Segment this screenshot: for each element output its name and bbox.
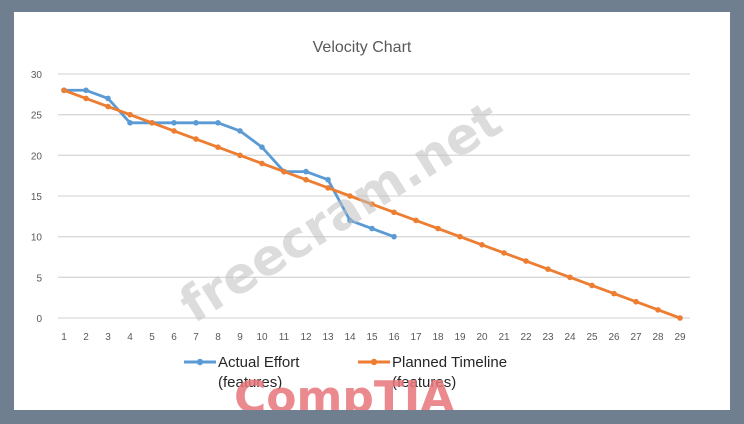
x-tick-label-8: 8: [215, 332, 221, 343]
data-point-planned-5: [149, 120, 155, 126]
data-point-actual-4: [127, 120, 133, 126]
data-point-planned-23: [545, 266, 551, 272]
legend-item-planned: Planned Timeline (features): [358, 354, 507, 391]
data-point-actual-3: [105, 95, 111, 102]
data-point-planned-21: [501, 250, 507, 256]
watermark-brand: CompTIA: [234, 372, 454, 410]
legend-marker-planned: [370, 358, 378, 366]
x-tick-label-14: 14: [344, 332, 356, 343]
data-point-actual-15: [369, 225, 375, 232]
x-tick-label-15: 15: [366, 332, 378, 343]
data-point-actual-9: [237, 128, 243, 134]
x-tick-label-28: 28: [652, 332, 664, 343]
legend-label-planned: Planned Timeline: [392, 354, 507, 371]
y-tick-label-30: 30: [31, 70, 43, 81]
data-point-planned-18: [435, 225, 441, 232]
chart-title: Velocity Chart: [313, 39, 412, 56]
data-point-actual-7: [193, 120, 199, 126]
y-tick-label-20: 20: [31, 151, 43, 162]
x-tick-label-5: 5: [149, 332, 155, 343]
x-tick-label-27: 27: [630, 332, 642, 343]
data-point-planned-1: [61, 87, 67, 94]
x-tick-label-20: 20: [476, 332, 488, 343]
data-point-planned-16: [391, 209, 397, 216]
x-tick-label-13: 13: [322, 332, 334, 343]
data-point-planned-24: [567, 274, 573, 281]
y-tick-label-5: 5: [36, 273, 42, 284]
data-point-actual-8: [215, 120, 221, 126]
x-tick-label-2: 2: [83, 332, 89, 343]
watermark-site: freecram.net: [170, 91, 512, 335]
data-point-planned-9: [237, 152, 243, 159]
x-tick-label-10: 10: [256, 332, 268, 343]
y-tick-label-15: 15: [31, 192, 43, 203]
data-point-planned-17: [413, 217, 419, 224]
data-point-planned-4: [127, 111, 133, 118]
y-axis-ticks: 0 5 10 15 20 25 30: [31, 70, 43, 325]
chart-frame: Velocity Chart 0 5 10 15 20 25 30 1 2 3 4 5 6 7 8 9 10 1…: [14, 12, 730, 410]
legend: Actual Effort (features) Planned Timelin…: [184, 354, 507, 391]
x-tick-label-17: 17: [410, 332, 422, 343]
data-point-actual-13: [325, 176, 331, 183]
data-point-planned-12: [303, 176, 309, 183]
data-point-planned-10: [259, 160, 265, 167]
x-tick-label-19: 19: [454, 332, 466, 343]
legend-item-actual: Actual Effort (features): [184, 354, 300, 391]
x-tick-label-21: 21: [498, 332, 510, 343]
data-point-planned-27: [633, 298, 639, 305]
x-axis-ticks: 1 2 3 4 5 6 7 8 9 10 11 12 13 14 15 16 17 18 19 20 21 22 23 24 2…: [61, 332, 686, 343]
data-point-actual-12: [303, 168, 309, 175]
gridlines: [58, 73, 690, 319]
y-tick-label-25: 25: [31, 111, 43, 122]
data-point-planned-11: [281, 168, 287, 175]
y-tick-label-0: 0: [36, 314, 42, 325]
data-point-planned-22: [523, 258, 529, 264]
x-tick-label-23: 23: [542, 332, 554, 343]
data-point-planned-2: [83, 95, 89, 102]
data-point-actual-16: [391, 233, 397, 240]
data-point-actual-10: [259, 144, 265, 150]
legend-label-actual-unit: (features): [218, 374, 282, 391]
legend-label-actual: Actual Effort: [218, 354, 300, 371]
data-point-planned-25: [589, 282, 595, 289]
data-point-planned-19: [457, 233, 463, 240]
x-tick-label-29: 29: [674, 332, 686, 343]
data-point-planned-8: [215, 144, 221, 150]
x-tick-label-7: 7: [193, 332, 199, 343]
data-point-planned-28: [655, 307, 661, 313]
x-tick-label-9: 9: [237, 332, 243, 343]
data-point-planned-13: [325, 185, 331, 191]
data-point-actual-2: [83, 87, 89, 94]
x-tick-label-16: 16: [388, 332, 400, 343]
data-point-planned-20: [479, 242, 485, 248]
x-tick-label-22: 22: [520, 332, 532, 343]
data-point-actual-6: [171, 120, 177, 126]
data-point-planned-29: [677, 315, 683, 321]
legend-marker-actual: [196, 358, 204, 366]
data-point-planned-3: [105, 103, 111, 110]
x-tick-label-12: 12: [300, 332, 312, 343]
data-point-planned-15: [369, 201, 375, 207]
data-point-actual-14: [347, 217, 353, 224]
x-tick-label-25: 25: [586, 332, 598, 343]
x-tick-label-18: 18: [432, 332, 444, 343]
data-point-planned-6: [171, 128, 177, 134]
data-point-planned-14: [347, 193, 353, 199]
data-point-planned-26: [611, 290, 617, 297]
x-tick-label-26: 26: [608, 332, 620, 343]
x-tick-label-1: 1: [61, 332, 67, 343]
y-tick-label-10: 10: [31, 233, 43, 244]
x-tick-label-3: 3: [105, 332, 111, 343]
x-tick-label-4: 4: [127, 332, 133, 343]
data-point-planned-7: [193, 136, 199, 142]
x-tick-label-6: 6: [171, 332, 177, 343]
x-tick-label-24: 24: [564, 332, 576, 343]
series-group: [61, 87, 683, 321]
x-tick-label-11: 11: [279, 332, 290, 343]
legend-label-planned-unit: (features): [392, 374, 456, 391]
